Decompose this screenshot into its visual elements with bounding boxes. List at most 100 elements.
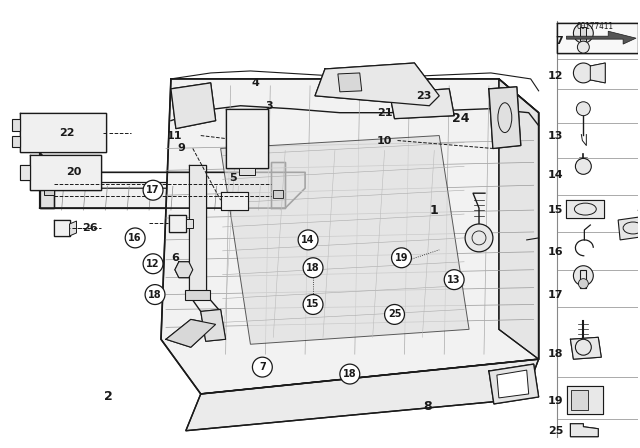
Polygon shape (12, 119, 20, 130)
Circle shape (573, 23, 593, 43)
Text: 13: 13 (548, 130, 563, 141)
Polygon shape (40, 182, 285, 208)
Text: 16: 16 (548, 247, 563, 257)
Circle shape (143, 254, 163, 274)
Text: 5: 5 (228, 173, 236, 183)
Text: 1: 1 (430, 203, 438, 216)
Polygon shape (566, 31, 636, 44)
Text: 7: 7 (556, 36, 563, 46)
Text: 14: 14 (301, 235, 315, 245)
Polygon shape (185, 289, 210, 300)
Text: 19: 19 (395, 253, 408, 263)
Text: 7: 7 (259, 362, 266, 372)
Polygon shape (489, 364, 539, 404)
Polygon shape (169, 215, 186, 232)
Circle shape (145, 284, 165, 305)
Polygon shape (40, 162, 54, 208)
Text: 18: 18 (306, 263, 320, 273)
Polygon shape (239, 168, 255, 175)
Text: 9: 9 (177, 143, 185, 154)
Polygon shape (44, 182, 54, 195)
Polygon shape (166, 319, 216, 347)
Circle shape (577, 102, 590, 116)
Text: 14: 14 (548, 170, 563, 180)
Polygon shape (489, 87, 521, 148)
Circle shape (577, 41, 589, 53)
Circle shape (340, 364, 360, 384)
Text: 12: 12 (147, 259, 160, 269)
Text: 3: 3 (266, 101, 273, 111)
Circle shape (252, 357, 272, 377)
Circle shape (575, 339, 591, 355)
Polygon shape (557, 23, 638, 53)
Polygon shape (580, 270, 586, 288)
Polygon shape (570, 424, 598, 437)
Text: 15: 15 (307, 300, 320, 310)
Text: 8: 8 (423, 401, 431, 414)
Polygon shape (221, 136, 469, 344)
Polygon shape (499, 79, 539, 359)
Circle shape (303, 294, 323, 314)
Ellipse shape (623, 222, 640, 234)
Polygon shape (70, 221, 77, 236)
Text: 18: 18 (548, 349, 563, 359)
Polygon shape (171, 83, 216, 129)
Text: 20: 20 (66, 167, 81, 177)
Text: 10: 10 (377, 136, 392, 146)
Polygon shape (638, 205, 640, 220)
Polygon shape (273, 190, 284, 198)
Circle shape (575, 159, 591, 174)
Polygon shape (186, 359, 539, 431)
Text: 19: 19 (548, 396, 563, 406)
Text: 24: 24 (452, 112, 470, 125)
Text: 12: 12 (548, 71, 563, 81)
Text: 17: 17 (548, 289, 563, 300)
Polygon shape (225, 109, 268, 168)
Polygon shape (201, 310, 225, 341)
Polygon shape (20, 165, 30, 180)
Polygon shape (189, 165, 205, 294)
Circle shape (444, 270, 464, 289)
Text: 6: 6 (171, 253, 179, 263)
Text: 11: 11 (167, 130, 182, 141)
Text: 16: 16 (129, 233, 142, 243)
Polygon shape (570, 337, 601, 359)
Circle shape (143, 180, 163, 200)
Polygon shape (390, 89, 454, 119)
Polygon shape (175, 262, 193, 278)
Polygon shape (338, 73, 362, 92)
Text: 4: 4 (252, 78, 259, 88)
Polygon shape (221, 192, 248, 210)
Polygon shape (566, 200, 604, 218)
Text: 25: 25 (548, 426, 563, 436)
Text: 2: 2 (104, 390, 113, 403)
Circle shape (385, 305, 404, 324)
Circle shape (465, 224, 493, 252)
Text: 21: 21 (377, 108, 392, 118)
Text: 22: 22 (59, 128, 74, 138)
Polygon shape (30, 155, 101, 190)
Text: 26: 26 (82, 223, 97, 233)
Text: 15: 15 (548, 205, 563, 215)
Polygon shape (315, 63, 439, 106)
Text: 25: 25 (388, 310, 401, 319)
Polygon shape (568, 386, 604, 414)
Circle shape (303, 258, 323, 278)
Polygon shape (618, 216, 640, 240)
Polygon shape (20, 113, 106, 152)
Circle shape (298, 230, 318, 250)
Polygon shape (285, 172, 305, 208)
Text: 18: 18 (343, 369, 356, 379)
Circle shape (573, 266, 593, 286)
Polygon shape (497, 370, 529, 398)
Circle shape (573, 63, 593, 83)
Polygon shape (161, 79, 539, 394)
Polygon shape (12, 136, 20, 147)
Circle shape (579, 279, 588, 289)
Text: 17: 17 (147, 185, 160, 195)
Polygon shape (580, 27, 586, 41)
Polygon shape (572, 390, 588, 410)
Text: 23: 23 (415, 91, 431, 101)
Polygon shape (590, 63, 605, 83)
Text: 18: 18 (148, 289, 162, 300)
